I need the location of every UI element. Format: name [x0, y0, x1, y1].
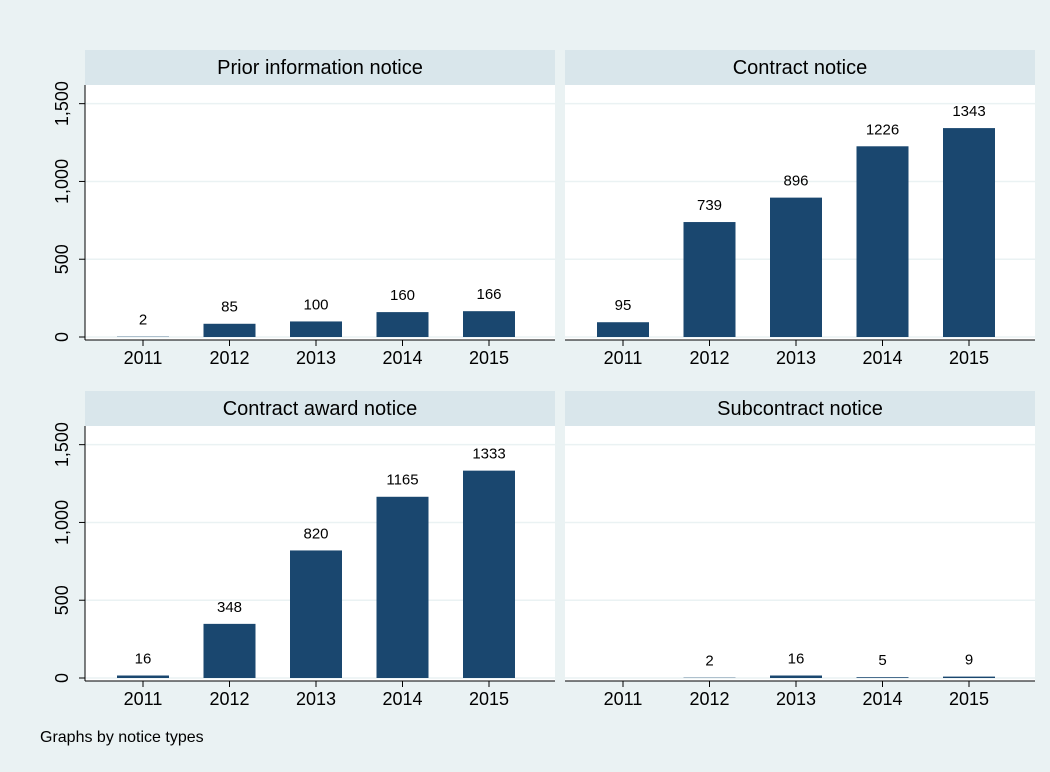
x-tick-label: 2012 [689, 689, 729, 709]
x-tick-label: 2011 [604, 348, 643, 368]
note: Graphs by notice types [40, 729, 204, 746]
plot-area [85, 85, 555, 340]
x-tick-label: 2014 [382, 348, 422, 368]
value-label: 1226 [866, 121, 899, 138]
panel-title-strip [85, 391, 555, 426]
x-tick-label: 2011 [124, 348, 163, 368]
y-tick-label: 1,000 [52, 159, 72, 204]
y-tick-label: 500 [52, 585, 72, 615]
bar [203, 623, 256, 678]
value-label: 16 [135, 650, 152, 667]
bar [203, 323, 256, 337]
x-tick-label: 2011 [604, 689, 643, 709]
value-label: 16 [788, 650, 805, 667]
bar [683, 222, 736, 337]
x-tick-label: 2015 [949, 689, 989, 709]
x-tick-label: 2015 [469, 348, 509, 368]
value-label: 820 [303, 525, 328, 542]
x-tick-label: 2013 [776, 348, 816, 368]
bar [376, 312, 429, 337]
value-label: 160 [390, 287, 415, 304]
bar [856, 677, 909, 678]
y-tick-label: 500 [52, 244, 72, 274]
value-label: 1333 [472, 446, 505, 463]
x-tick-label: 2012 [209, 348, 249, 368]
bar [290, 321, 342, 337]
value-label: 100 [303, 296, 328, 313]
panel-title: Contract notice [733, 57, 868, 79]
value-label: 739 [697, 197, 722, 214]
y-tick-label: 1,500 [52, 422, 72, 467]
plot-area [565, 426, 1035, 681]
value-label: 2 [139, 312, 147, 329]
panel-title: Prior information notice [217, 57, 423, 79]
bar [463, 311, 515, 337]
bar [376, 496, 429, 678]
value-label: 1165 [386, 472, 418, 489]
value-label: 5 [878, 652, 886, 669]
y-tick-label: 1,500 [52, 81, 72, 126]
value-label: 1343 [952, 103, 985, 120]
x-tick-label: 2011 [124, 689, 163, 709]
bar [597, 322, 649, 337]
panel-title-strip [565, 391, 1035, 426]
x-tick-label: 2013 [296, 348, 336, 368]
bar [770, 675, 822, 678]
x-tick-label: 2013 [776, 689, 816, 709]
value-label: 348 [217, 599, 242, 616]
bar [290, 550, 342, 678]
x-tick-label: 2012 [209, 689, 249, 709]
panel-title: Subcontract notice [717, 398, 883, 420]
x-tick-label: 2012 [689, 348, 729, 368]
bar [943, 676, 995, 678]
value-label: 9 [965, 652, 973, 669]
y-tick-label: 1,000 [52, 500, 72, 545]
x-tick-label: 2013 [296, 689, 336, 709]
x-tick-label: 2015 [469, 689, 509, 709]
x-tick-label: 2014 [382, 689, 422, 709]
x-tick-label: 2014 [862, 689, 902, 709]
bar [117, 675, 169, 678]
x-tick-label: 2015 [949, 348, 989, 368]
bar [770, 197, 822, 337]
value-label: 166 [476, 286, 501, 303]
value-label: 2 [705, 653, 713, 670]
x-tick-label: 2014 [862, 348, 902, 368]
bar [463, 470, 515, 678]
bar [943, 128, 995, 337]
value-label: 85 [221, 299, 238, 316]
bar [856, 146, 909, 337]
panel-title: Contract award notice [223, 398, 418, 420]
y-tick-label: 0 [52, 673, 72, 683]
y-tick-label: 0 [52, 332, 72, 342]
value-label: 896 [783, 173, 808, 190]
value-label: 95 [615, 297, 632, 314]
panel-title-strip [85, 50, 555, 85]
panel-title-strip [565, 50, 1035, 85]
